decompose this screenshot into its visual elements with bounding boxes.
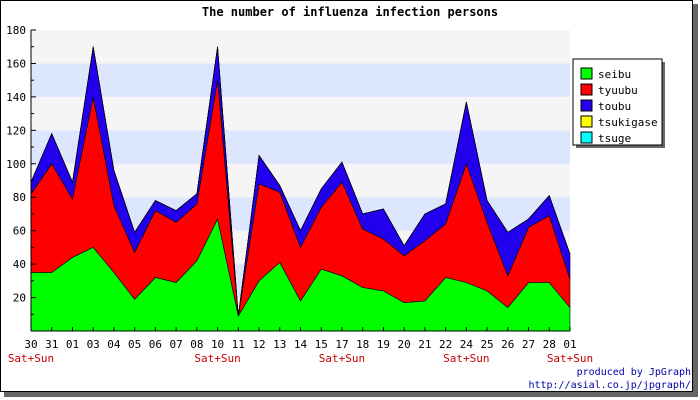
legend-swatch-toubu — [580, 99, 593, 112]
legend-swatch-seibu — [580, 67, 593, 80]
legend-swatch-tyuubu — [580, 83, 593, 96]
frame-shadow-right — [693, 4, 698, 396]
x-tick-label-7: 07 — [169, 338, 182, 351]
weekend-label-15: Sat+Sun — [319, 352, 365, 365]
legend-label-tyuubu: tyuubu — [598, 84, 638, 97]
weekend-label-9: Sat+Sun — [194, 352, 240, 365]
x-tick-label-4: 04 — [107, 338, 121, 351]
x-tick-label-13: 14 — [294, 338, 308, 351]
x-tick-label-9: 10 — [211, 338, 224, 351]
x-tick-label-1: 31 — [45, 338, 58, 351]
x-tick-label-12: 13 — [273, 338, 286, 351]
x-tick-label-17: 19 — [377, 338, 390, 351]
y-tick-label-180: 180 — [6, 24, 26, 37]
legend-label-tsukigase: tsukigase — [598, 116, 658, 129]
weekend-label-0: Sat+Sun — [8, 352, 54, 365]
x-tick-label-11: 12 — [252, 338, 265, 351]
x-tick-label-10: 11 — [232, 338, 245, 351]
x-tick-label-20: 22 — [439, 338, 452, 351]
y-tick-label-120: 120 — [6, 124, 26, 137]
series-area-tsuge — [30, 46, 571, 316]
x-tick-label-19: 21 — [418, 338, 431, 351]
weekend-label-21: Sat+Sun — [443, 352, 489, 365]
legend-label-seibu: seibu — [598, 68, 631, 81]
legend-label-toubu: toubu — [598, 100, 631, 113]
y-tick-label-160: 160 — [6, 57, 26, 70]
legend-swatch-tsuge — [580, 131, 593, 144]
y-tick-label-40: 40 — [13, 258, 26, 271]
x-tick-label-21: 24 — [460, 338, 474, 351]
x-tick-label-3: 03 — [87, 338, 100, 351]
y-tick-label-100: 100 — [6, 158, 26, 171]
x-tick-label-14: 15 — [315, 338, 328, 351]
x-tick-label-5: 05 — [128, 338, 141, 351]
x-tick-label-23: 26 — [501, 338, 514, 351]
band-8 — [31, 30, 570, 64]
y-tick-label-80: 80 — [13, 191, 26, 204]
x-tick-label-0: 30 — [24, 338, 37, 351]
credit-line-1: produced by JpGraph — [576, 367, 691, 378]
x-tick-label-15: 17 — [335, 338, 348, 351]
frame-shadow-bottom — [4, 392, 698, 397]
x-tick-label-25: 28 — [543, 338, 556, 351]
x-tick-label-8: 08 — [190, 338, 203, 351]
legend-swatch-tsukigase — [580, 115, 593, 128]
weekend-label-26: Sat+Sun — [547, 352, 593, 365]
x-tick-label-16: 18 — [356, 338, 369, 351]
legend-label-tsuge: tsuge — [598, 132, 631, 145]
credit-line-2[interactable]: http://asial.co.jp/jpgraph/ — [528, 380, 691, 391]
band-7 — [31, 63, 570, 97]
x-tick-label-26: 01 — [563, 338, 576, 351]
legend: seibu tyuubu toubu tsukigase tsuge — [572, 58, 665, 148]
y-tick-label-60: 60 — [13, 225, 26, 238]
band-5 — [31, 130, 570, 164]
x-tick-label-22: 25 — [480, 338, 493, 351]
y-tick-label-140: 140 — [6, 91, 26, 104]
y-tick-label-20: 20 — [13, 292, 26, 305]
x-tick-label-18: 20 — [398, 338, 411, 351]
x-tick-label-24: 27 — [522, 338, 535, 351]
chart-title: The number of influenza infection person… — [202, 5, 498, 19]
x-tick-label-6: 06 — [149, 338, 162, 351]
x-tick-label-2: 01 — [66, 338, 79, 351]
band-6 — [31, 96, 570, 131]
